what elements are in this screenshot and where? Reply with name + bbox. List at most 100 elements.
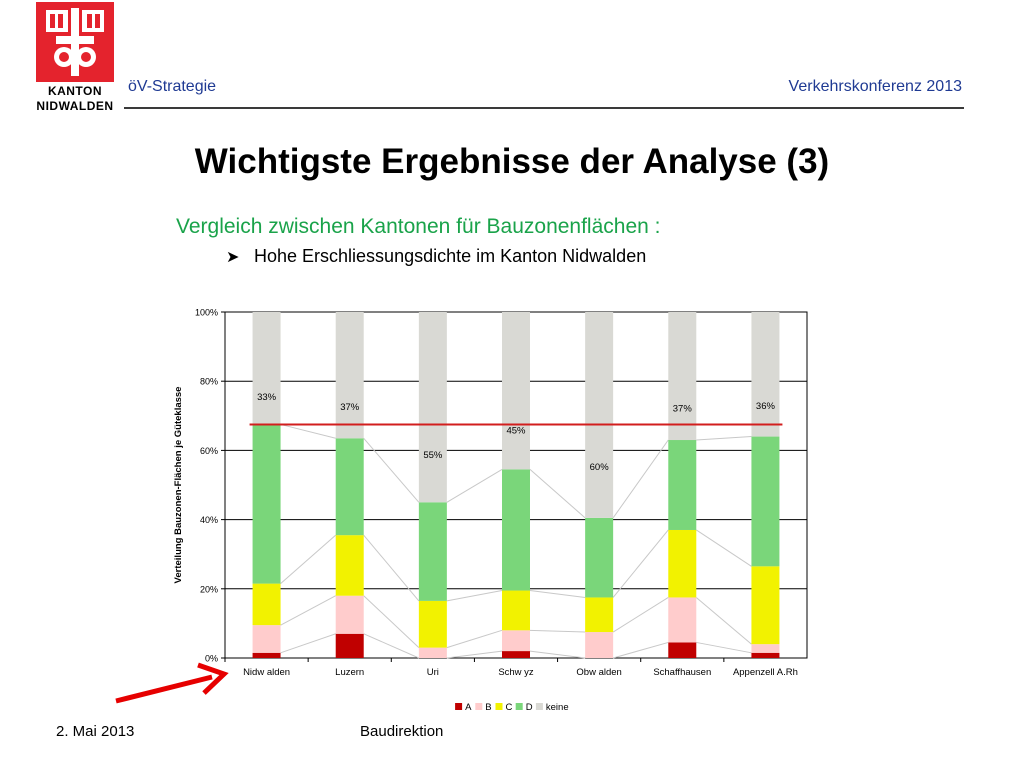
bar-segment	[585, 517, 614, 598]
series-connector-line	[446, 650, 503, 659]
bar-segment	[335, 535, 364, 596]
x-tick-label: Uri	[427, 667, 439, 678]
data-label: 37%	[673, 404, 693, 415]
footer-date: 2. Mai 2013	[56, 723, 135, 740]
y-tick-label: 100%	[195, 308, 218, 318]
bar-segment	[751, 644, 780, 653]
y-tick-label: 40%	[200, 515, 218, 525]
bar-segment	[585, 312, 614, 518]
kanton-nidwalden-logo: KANTON NIDWALDEN	[34, 2, 116, 114]
data-label: 33%	[257, 392, 277, 403]
bar-segment	[502, 630, 530, 652]
stacked-bar-chart: 0% 20% 40% 60% 80% 100% Nidw alden 33% Luzern 37%…	[165, 296, 825, 731]
legend-label: D	[526, 702, 533, 713]
legend-label: A	[465, 702, 472, 713]
bar-segment	[502, 312, 530, 470]
series-connector-line	[612, 597, 669, 633]
coat-of-arms-icon	[36, 2, 114, 82]
series-connector-line	[363, 437, 420, 503]
series-connector-line	[612, 439, 669, 519]
bar-segment	[252, 583, 281, 626]
slide-subtitle: Vergleich zwischen Kantonen für Bauzonen…	[176, 215, 661, 238]
x-tick-label: Schw yz	[498, 667, 534, 678]
series-connector-line	[529, 469, 586, 519]
y-tick-label: 80%	[200, 377, 218, 387]
bar-segment	[252, 625, 281, 653]
bar-segment	[668, 529, 697, 598]
legend-swatch	[515, 703, 523, 710]
series-connector-line	[446, 469, 503, 503]
bar-segment	[585, 597, 614, 633]
bar-segment	[335, 438, 364, 536]
y-tick-label: 0%	[205, 654, 218, 664]
legend-label: B	[485, 702, 491, 713]
header-left-text: öV-Strategie	[128, 78, 217, 95]
footer-department: Baudirektion	[360, 723, 444, 740]
series-connector-line	[613, 641, 669, 659]
data-label: 45%	[506, 426, 526, 437]
series-connector-line	[363, 595, 420, 648]
y-axis-label: Verteilung Bauzonen-Flächen je Güteklass…	[173, 387, 184, 584]
bar-segment	[418, 502, 447, 601]
legend-swatch	[535, 703, 543, 710]
legend-swatch	[475, 703, 483, 710]
bar-segment	[502, 590, 530, 631]
legend-swatch	[455, 703, 463, 710]
bar-segment	[335, 633, 364, 658]
series-connector-line	[363, 534, 420, 602]
bar-segment	[252, 424, 281, 584]
chart-svg: 0% 20% 40% 60% 80% 100% Nidw alden 33% Luzern 37%…	[173, 308, 808, 713]
bar-segment	[668, 597, 697, 643]
legend-swatch	[495, 703, 503, 710]
arrow-bullet-icon: ➤	[226, 249, 240, 266]
x-tick-label: Obw alden	[576, 667, 621, 678]
series-connector-line	[446, 629, 503, 649]
pointer-arrow	[115, 662, 229, 704]
x-tick-label: Schaffhausen	[653, 667, 711, 678]
legend-label: C	[506, 702, 513, 713]
legend-label: keine	[546, 702, 569, 713]
bar-segment	[502, 651, 530, 658]
series-connector-line	[612, 529, 669, 598]
data-label: 55%	[423, 450, 443, 461]
series-connector-line	[446, 590, 503, 602]
x-tick-label: Luzern	[335, 667, 364, 678]
series-connector-line	[280, 633, 336, 654]
series-connector-line	[696, 641, 752, 654]
logo-line-1: KANTON	[47, 84, 103, 98]
bar-segment	[335, 595, 364, 634]
y-tick-label: 60%	[200, 446, 218, 456]
series-connector-line	[529, 629, 586, 633]
series-connector-line	[695, 597, 752, 645]
bar-segment	[252, 312, 281, 425]
logo-text: KANTON NIDWALDEN	[34, 84, 116, 114]
bar-segment	[585, 632, 614, 658]
bar-segment	[418, 647, 447, 658]
bullet-point: ➤ Hohe Erschliessungsdichte im Kanton Nid…	[226, 246, 646, 267]
bar-segment	[668, 440, 697, 530]
x-tick-label: Nidw alden	[243, 667, 290, 678]
data-label: 37%	[340, 402, 360, 413]
y-tick-label: 20%	[200, 584, 218, 594]
series-connector-line	[529, 590, 586, 598]
data-label: 60%	[590, 462, 610, 473]
bar-segment	[418, 600, 447, 648]
series-connector-line	[696, 529, 752, 567]
bar-segment	[668, 312, 697, 441]
series-connector-line	[363, 633, 420, 659]
bar-segment	[418, 312, 447, 503]
logo-line-2: NIDWALDEN	[36, 99, 114, 113]
bar-segment	[751, 312, 780, 437]
bar-segment	[751, 566, 780, 645]
series-connector-line	[280, 595, 336, 626]
series-connector-line	[280, 534, 337, 584]
bullet-text: Hohe Erschliessungsdichte im Kanton Nidw…	[254, 246, 647, 266]
bar-segment	[335, 312, 364, 439]
bar-segment	[502, 469, 530, 591]
series-connector-line	[529, 650, 586, 659]
x-tick-label: Appenzell A.Rh	[733, 667, 798, 678]
series-connector-line	[696, 436, 752, 441]
header-divider	[124, 107, 964, 109]
bar-segment	[751, 436, 780, 567]
bar-segment	[252, 652, 281, 658]
